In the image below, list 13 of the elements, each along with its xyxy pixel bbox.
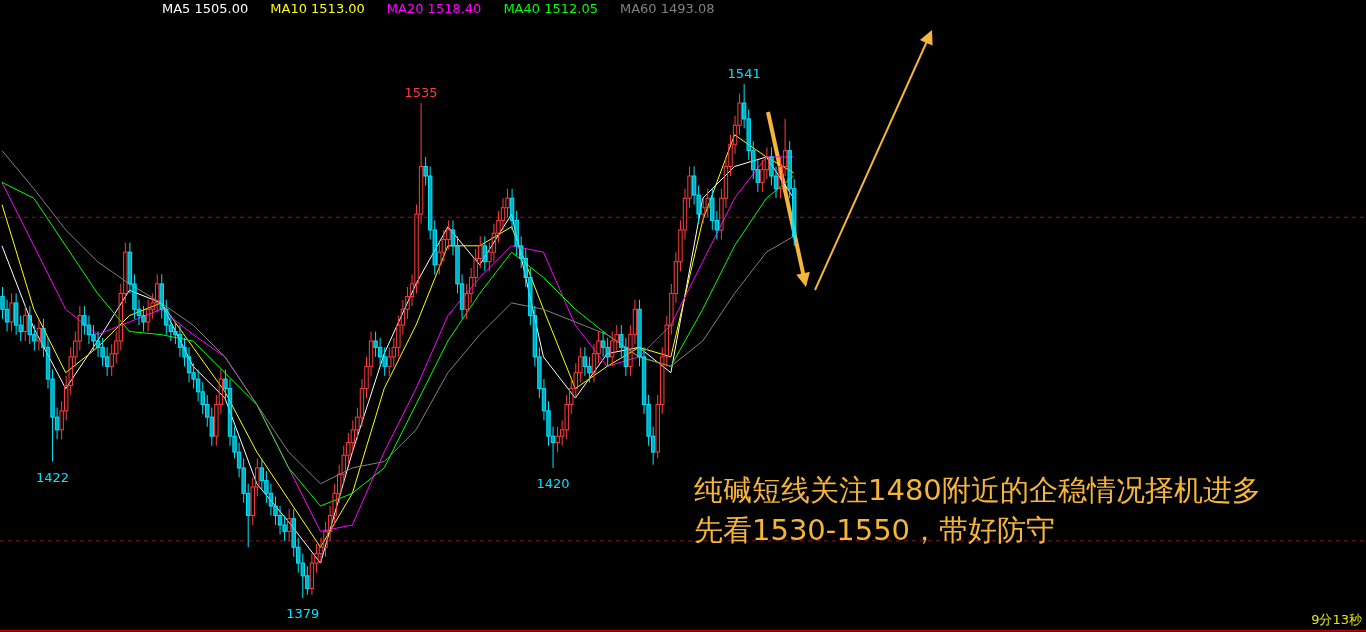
annotation: 1379 (286, 606, 320, 621)
text: MA5 1505.00 (162, 1, 249, 16)
text: MA60 1493.08 (619, 1, 715, 16)
annotation: 1422 (36, 469, 70, 485)
text: MA20 1518.40 (386, 1, 482, 16)
text: 9分13秒 (1311, 612, 1362, 627)
annotation: 纯碱短线关注1480附近的企稳情况择机进多 (694, 473, 1261, 507)
annotation: 1420 (536, 475, 570, 491)
text: MA10 1513.00 (270, 1, 365, 16)
annotation: 1541 (727, 66, 761, 81)
text: MA40 1512.05 (503, 1, 598, 16)
annotation: 先看1530-1550，带好防守 (694, 513, 1056, 547)
annotation: 1535 (404, 85, 438, 101)
